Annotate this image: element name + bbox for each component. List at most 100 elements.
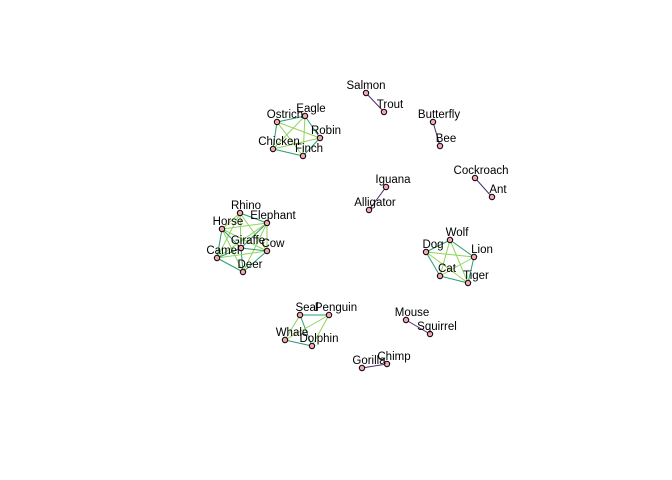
edge-horse-cow [221, 228, 268, 252]
node-label-tiger: Tiger [463, 270, 489, 282]
node-label-salmon: Salmon [347, 80, 386, 92]
node-eagle [301, 112, 309, 120]
node-dog [422, 248, 430, 256]
node-label-cow: Cow [261, 238, 285, 250]
edge-butterfly-bee [432, 121, 441, 147]
node-label-whale: Whale [276, 327, 309, 339]
node-cow [263, 247, 271, 255]
node-mouse [402, 316, 410, 324]
node-cat [436, 272, 444, 280]
edge-dog-tiger [425, 251, 469, 284]
edge-horse-giraffe [221, 228, 242, 249]
edge-giraffe-deer [240, 247, 244, 273]
node-chimp [383, 360, 391, 368]
edge-wolf-lion [449, 239, 475, 258]
edge-robin-finch [302, 137, 321, 157]
node-label-alligator: Alligator [354, 197, 396, 209]
node-iguana [382, 183, 390, 191]
edge-dog-cat [425, 251, 441, 277]
edge-ostrich-robin [276, 121, 321, 139]
node-ant [488, 193, 496, 201]
node-bee [436, 142, 444, 150]
edges-layer [216, 92, 493, 369]
edge-chicken-finch [272, 148, 304, 157]
node-label-chimp: Chimp [377, 351, 410, 363]
node-label-horse: Horse [213, 216, 244, 228]
edge-whale-dolphin [284, 339, 313, 347]
node-whale [281, 336, 289, 344]
edge-elephant-camel [216, 222, 268, 259]
edge-ostrich-chicken [272, 121, 278, 150]
node-label-ostrich: Ostrich [267, 109, 303, 121]
edge-lion-tiger [467, 256, 475, 284]
node-label-cockroach: Cockroach [454, 165, 509, 177]
node-camel [213, 254, 221, 262]
node-wolf [446, 236, 454, 244]
edge-giraffe-camel [216, 247, 242, 259]
node-label-cat: Cat [438, 263, 457, 275]
node-label-squirrel: Squirrel [417, 321, 457, 333]
node-label-ant: Ant [489, 184, 507, 196]
nodes-layer [213, 89, 496, 372]
edge-seal-whale [284, 314, 301, 341]
edge-elephant-giraffe [240, 222, 268, 249]
edge-wolf-cat [439, 239, 451, 277]
edge-horse-elephant [221, 222, 268, 230]
node-label-chicken: Chicken [258, 136, 300, 148]
node-robin [316, 134, 324, 142]
node-penguin [325, 311, 333, 319]
edge-cow-camel [216, 250, 268, 259]
node-seal [296, 311, 304, 319]
edge-ostrich-finch [276, 121, 304, 157]
node-salmon [362, 89, 370, 97]
edge-giraffe-cow [240, 247, 268, 252]
node-label-lion: Lion [471, 244, 493, 256]
node-giraffe [237, 244, 245, 252]
node-gorilla [358, 364, 366, 372]
edge-rhino-elephant [239, 212, 268, 224]
edge-wolf-tiger [449, 239, 469, 284]
node-label-giraffe: Giraffe [231, 235, 265, 247]
edge-cockroach-ant [474, 177, 493, 198]
edge-ostrich-eagle [276, 115, 306, 123]
node-label-seal: Seal [295, 302, 318, 314]
node-chicken [269, 145, 277, 153]
node-label-dolphin: Dolphin [300, 333, 339, 345]
node-rhino [236, 209, 244, 217]
edge-robin-chicken [272, 137, 321, 150]
edge-penguin-dolphin [311, 314, 330, 347]
edge-camel-deer [216, 257, 244, 273]
edge-mouse-squirrel [405, 319, 431, 335]
node-dolphin [308, 342, 316, 350]
edge-salmon-trout [365, 92, 385, 113]
node-alligator [365, 206, 373, 214]
edge-iguana-alligator [368, 186, 387, 211]
node-label-dog: Dog [422, 239, 443, 251]
edge-seal-dolphin [299, 314, 313, 347]
edge-elephant-deer [242, 222, 268, 273]
edge-eagle-chicken [272, 115, 306, 150]
node-label-wolf: Wolf [446, 227, 470, 239]
node-horse [218, 225, 226, 233]
node-label-bee: Bee [436, 133, 456, 145]
node-label-butterfly: Butterfly [418, 109, 460, 121]
edge-cat-tiger [439, 275, 469, 284]
node-label-trout: Trout [377, 99, 404, 111]
edge-rhino-horse [221, 212, 241, 230]
node-elephant [263, 219, 271, 227]
node-label-robin: Robin [311, 125, 341, 137]
node-lion [470, 253, 478, 261]
edge-horse-deer [221, 228, 244, 273]
node-butterfly [429, 118, 437, 126]
node-trout [380, 108, 388, 116]
node-label-elephant: Elephant [250, 210, 296, 222]
edge-cow-deer [242, 250, 268, 273]
node-label-camel: Camel [206, 245, 239, 257]
edge-eagle-finch [302, 115, 306, 157]
node-finch [299, 152, 307, 160]
labels-layer: Salmon Trout Butterfly Bee Cockroach Ant Ostri… [206, 80, 508, 367]
node-label-penguin: Penguin [315, 302, 357, 314]
node-label-iguana: Iguana [375, 174, 411, 186]
node-squirrel [426, 330, 434, 338]
node-label-deer: Deer [238, 259, 263, 271]
